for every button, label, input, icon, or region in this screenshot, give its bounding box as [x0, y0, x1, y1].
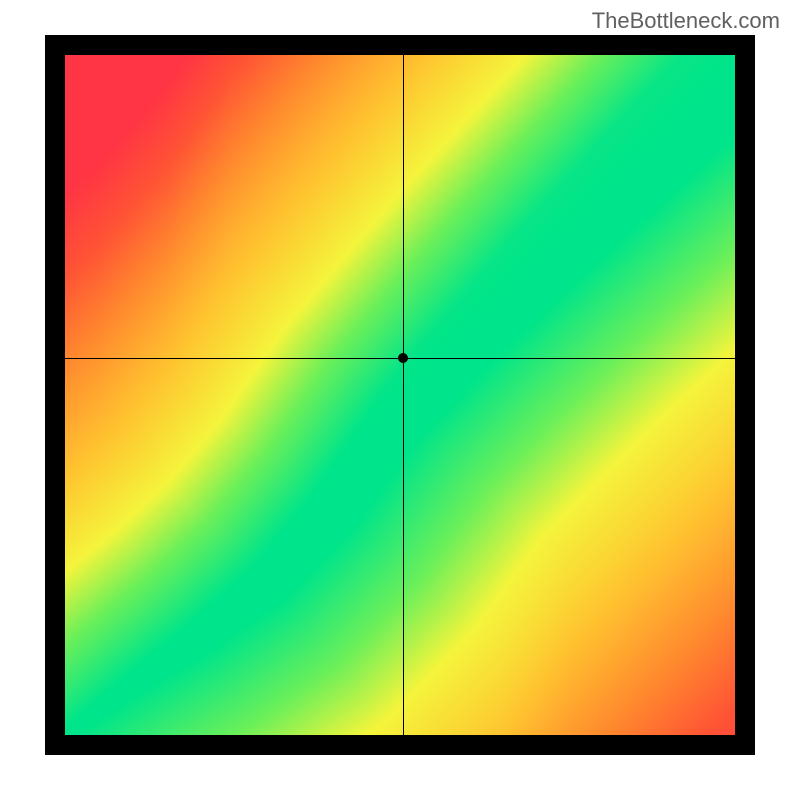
- attribution-text: TheBottleneck.com: [592, 8, 780, 34]
- chart-container: TheBottleneck.com: [0, 0, 800, 800]
- heatmap-canvas: [65, 55, 735, 735]
- plot-area: [65, 55, 735, 735]
- plot-frame: [45, 35, 755, 755]
- selection-marker: [398, 353, 408, 363]
- crosshair-vertical: [403, 55, 404, 735]
